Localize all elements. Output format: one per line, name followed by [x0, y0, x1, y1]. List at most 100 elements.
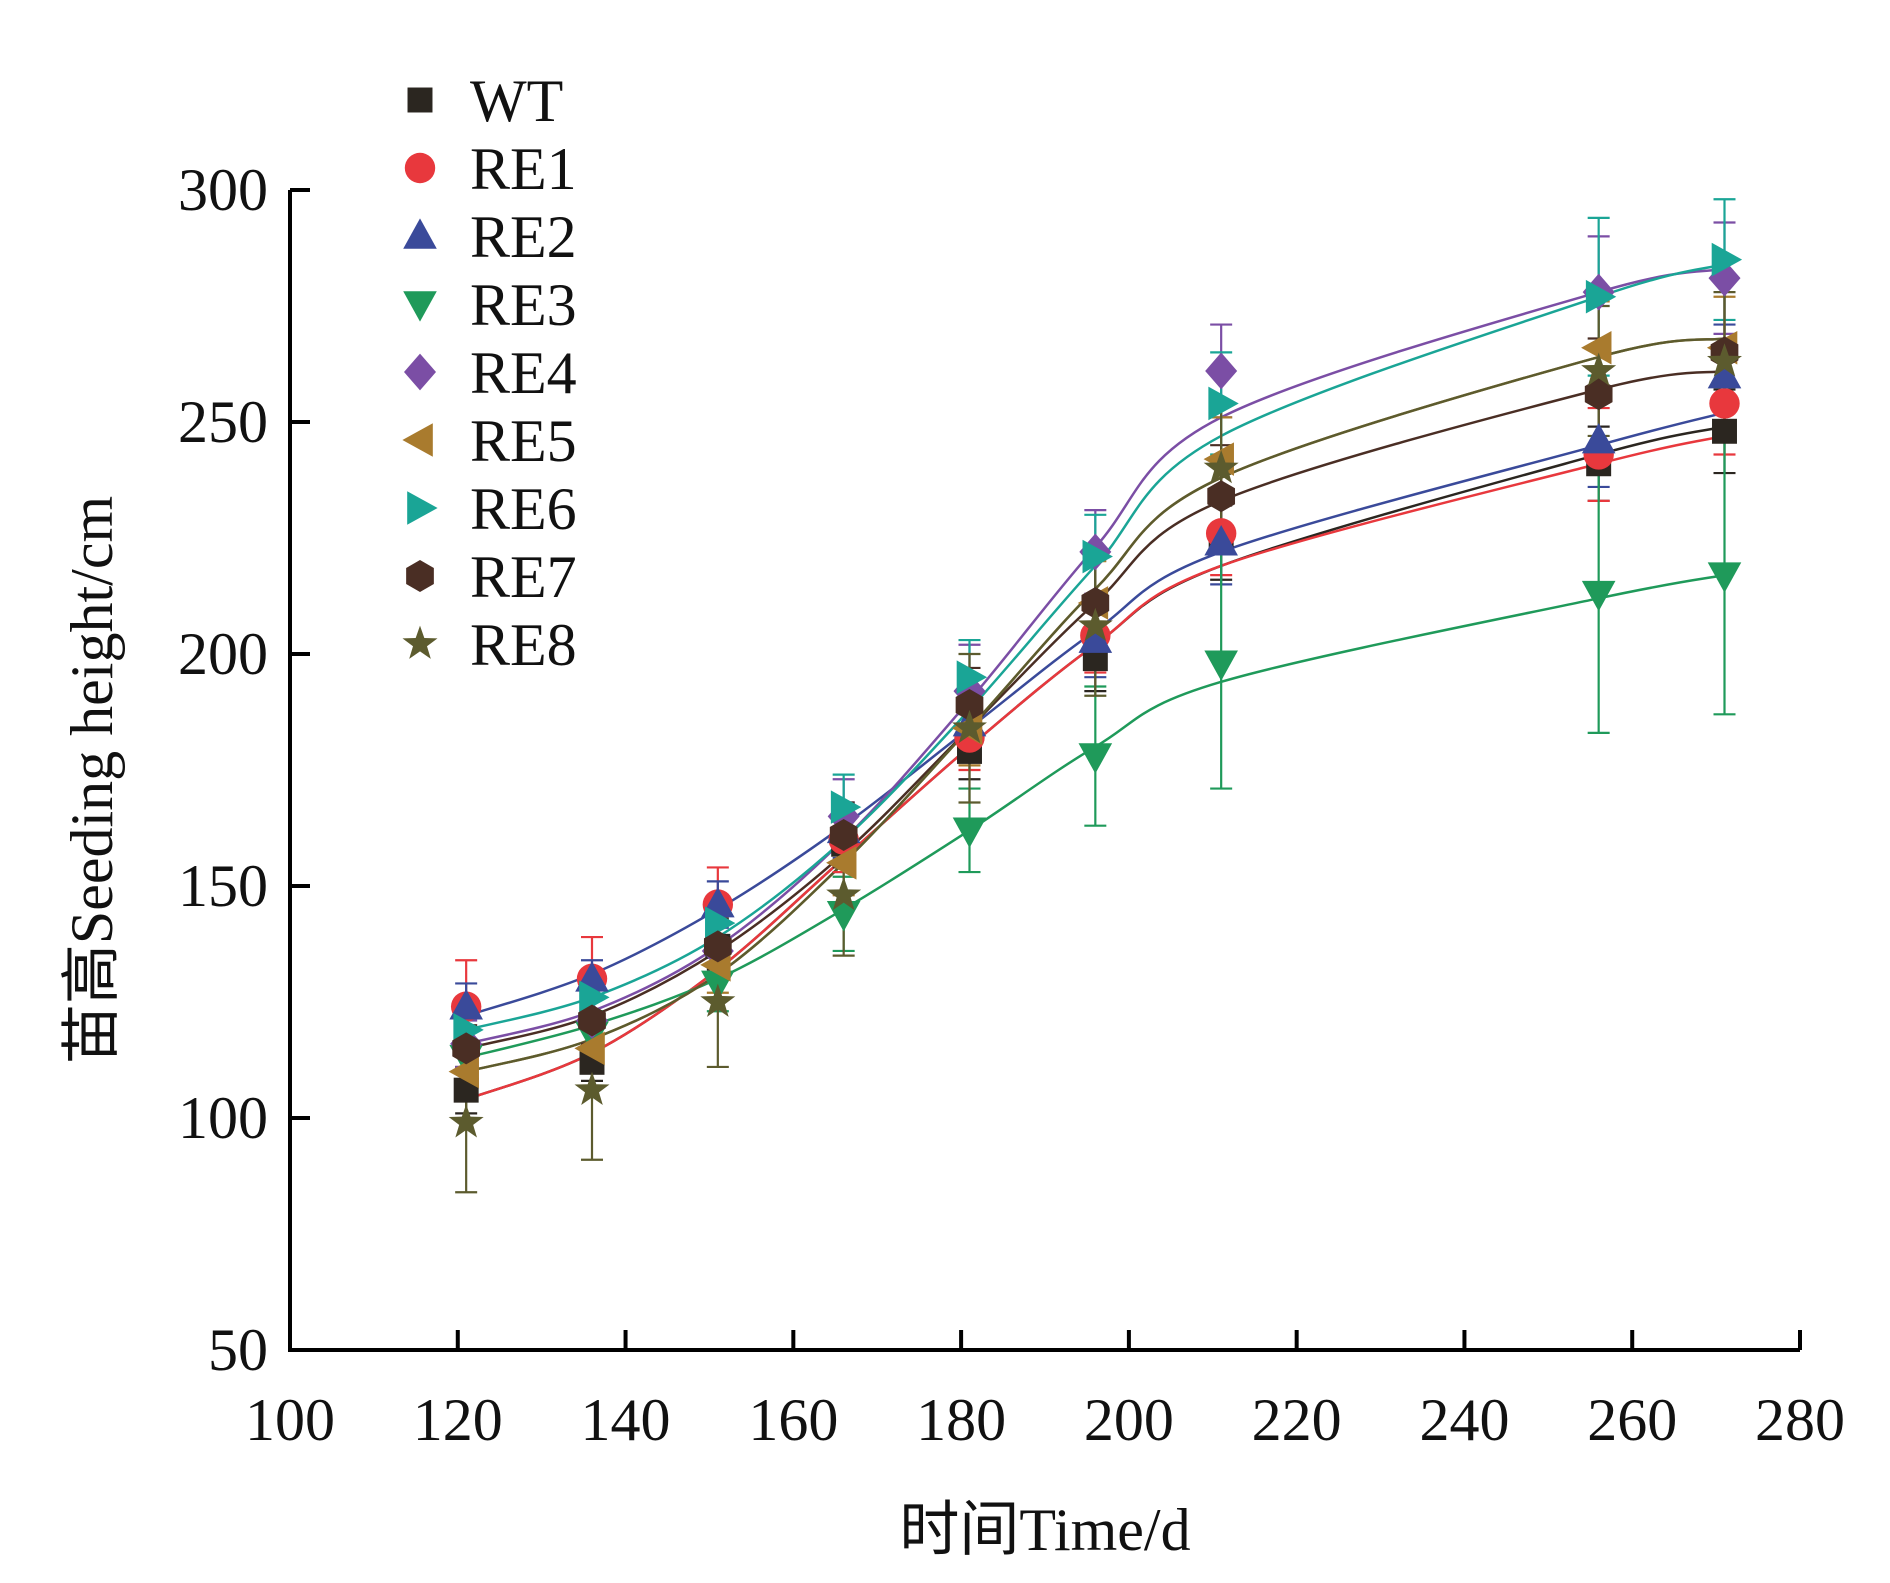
x-tick-label-140: 140: [581, 1387, 671, 1453]
point-re2-121: [449, 989, 483, 1020]
point-re3-181: [952, 817, 987, 848]
point-re5-121: [448, 1054, 479, 1089]
legend-marker-re1: [404, 152, 436, 184]
y-tick-label-250: 250: [178, 389, 268, 455]
legend-marker-re8: [402, 625, 438, 659]
point-re2-196: [1078, 622, 1113, 653]
point-re3-166: [826, 901, 861, 932]
point-wt-271: [1712, 418, 1737, 444]
x-tick-label-260: 260: [1587, 1387, 1677, 1453]
point-re2-211: [1204, 525, 1238, 556]
point-re3-196: [1078, 743, 1113, 774]
point-re6-136: [579, 980, 610, 1015]
point-re8-181: [952, 709, 987, 744]
point-re6-271: [1711, 242, 1743, 277]
x-tick-label-200: 200: [1084, 1387, 1174, 1453]
legend-item-re5: RE5: [402, 408, 577, 474]
point-re8-121: [448, 1104, 484, 1138]
point-re6-196: [1082, 539, 1113, 574]
point-re8-256: [1581, 352, 1617, 386]
point-re6-166: [830, 790, 862, 824]
point-re7-196: [1081, 586, 1110, 619]
legend-item-re2: RE2: [403, 204, 577, 270]
x-tick-label-220: 220: [1252, 1387, 1342, 1453]
y-axis-title: 苗高Seeding height/cm: [59, 496, 125, 1064]
point-re6-256: [1585, 279, 1617, 314]
point-re7-136: [578, 1004, 606, 1037]
fit-curve-re4: [465, 267, 1725, 1045]
point-re8-151: [700, 983, 736, 1017]
x-tick-label-160: 160: [748, 1387, 838, 1453]
point-re7-121: [452, 1032, 481, 1065]
y-tick-label-50: 50: [208, 1317, 268, 1383]
fit-curve-re1: [465, 434, 1725, 1101]
point-re3-271: [1707, 562, 1742, 593]
x-tick-label-180: 180: [916, 1387, 1006, 1453]
legend-label-re1: RE1: [470, 136, 577, 202]
point-re8-211: [1203, 450, 1239, 484]
x-axis-title: 时间Time/d: [899, 1497, 1190, 1563]
x-tick-label-240: 240: [1419, 1387, 1509, 1453]
point-re8-136: [574, 1071, 610, 1106]
x-tick-label-100: 100: [245, 1387, 335, 1453]
legend-label-re3: RE3: [470, 272, 577, 338]
point-re4-211: [1205, 352, 1238, 390]
legend-label-re5: RE5: [470, 408, 577, 474]
fit-curve-re7: [465, 369, 1725, 1050]
legend-marker-re3: [403, 291, 437, 322]
point-re5-256: [1581, 330, 1612, 365]
point-re2-256: [1581, 422, 1616, 454]
legend-marker-wt: [407, 87, 433, 113]
legend-label-re7: RE7: [470, 544, 577, 610]
point-re5-166: [826, 846, 857, 880]
legend-item-re6: RE6: [407, 476, 577, 542]
point-re7-256: [1584, 378, 1613, 411]
fit-curve-re3: [465, 573, 1725, 1059]
legend-item-re1: RE1: [404, 136, 577, 202]
legend-marker-re6: [407, 491, 438, 525]
point-re6-211: [1208, 386, 1239, 421]
legend-item-re3: RE3: [403, 272, 577, 338]
y-tick-label-200: 200: [178, 621, 268, 687]
point-re7-211: [1207, 480, 1236, 513]
legend-item-re8: RE8: [402, 612, 577, 678]
legend-marker-re5: [402, 423, 433, 457]
x-tick-label-280: 280: [1755, 1387, 1845, 1453]
legend-marker-re7: [406, 560, 434, 592]
data-markers: [448, 242, 1743, 1138]
point-re5-136: [574, 1031, 605, 1066]
point-re1-271: [1709, 388, 1740, 419]
point-re8-196: [1077, 607, 1113, 642]
legend-label-re4: RE4: [470, 340, 577, 406]
point-re8-166: [826, 876, 862, 911]
y-axis-ticks: 50 100 150 200 250 300: [178, 157, 310, 1383]
legend-marker-re4: [404, 353, 436, 391]
point-re2-271: [1707, 358, 1742, 389]
fit-curve-re6: [465, 263, 1725, 1032]
fit-curve-re8: [465, 337, 1725, 1073]
x-axis-ticks: 100 120 140 160 180 200 220 240 260 280: [245, 1330, 1845, 1453]
point-re7-181: [955, 689, 984, 722]
legend-label-re8: RE8: [470, 612, 577, 678]
y-tick-label-150: 150: [178, 853, 268, 919]
legend-label-wt: WT: [470, 68, 563, 134]
point-re7-151: [703, 930, 732, 963]
legend-marker-re2: [403, 218, 437, 249]
point-re8-271: [1707, 343, 1742, 377]
point-re3-256: [1581, 580, 1616, 612]
y-tick-label-100: 100: [178, 1085, 268, 1151]
legend-label-re2: RE2: [470, 204, 577, 270]
error-bars: [455, 198, 1736, 1194]
legend-label-re6: RE6: [470, 476, 577, 542]
legend-item-re7: RE7: [406, 544, 577, 610]
point-re3-211: [1204, 650, 1238, 681]
x-tick-label-120: 120: [413, 1387, 503, 1453]
y-tick-label-300: 300: [178, 157, 268, 223]
legend-item-wt: WT: [407, 68, 563, 134]
legend-item-re4: RE4: [404, 340, 577, 406]
point-re6-181: [956, 660, 988, 694]
fit-curves: [465, 263, 1725, 1101]
fit-curve-re2: [465, 411, 1725, 1018]
